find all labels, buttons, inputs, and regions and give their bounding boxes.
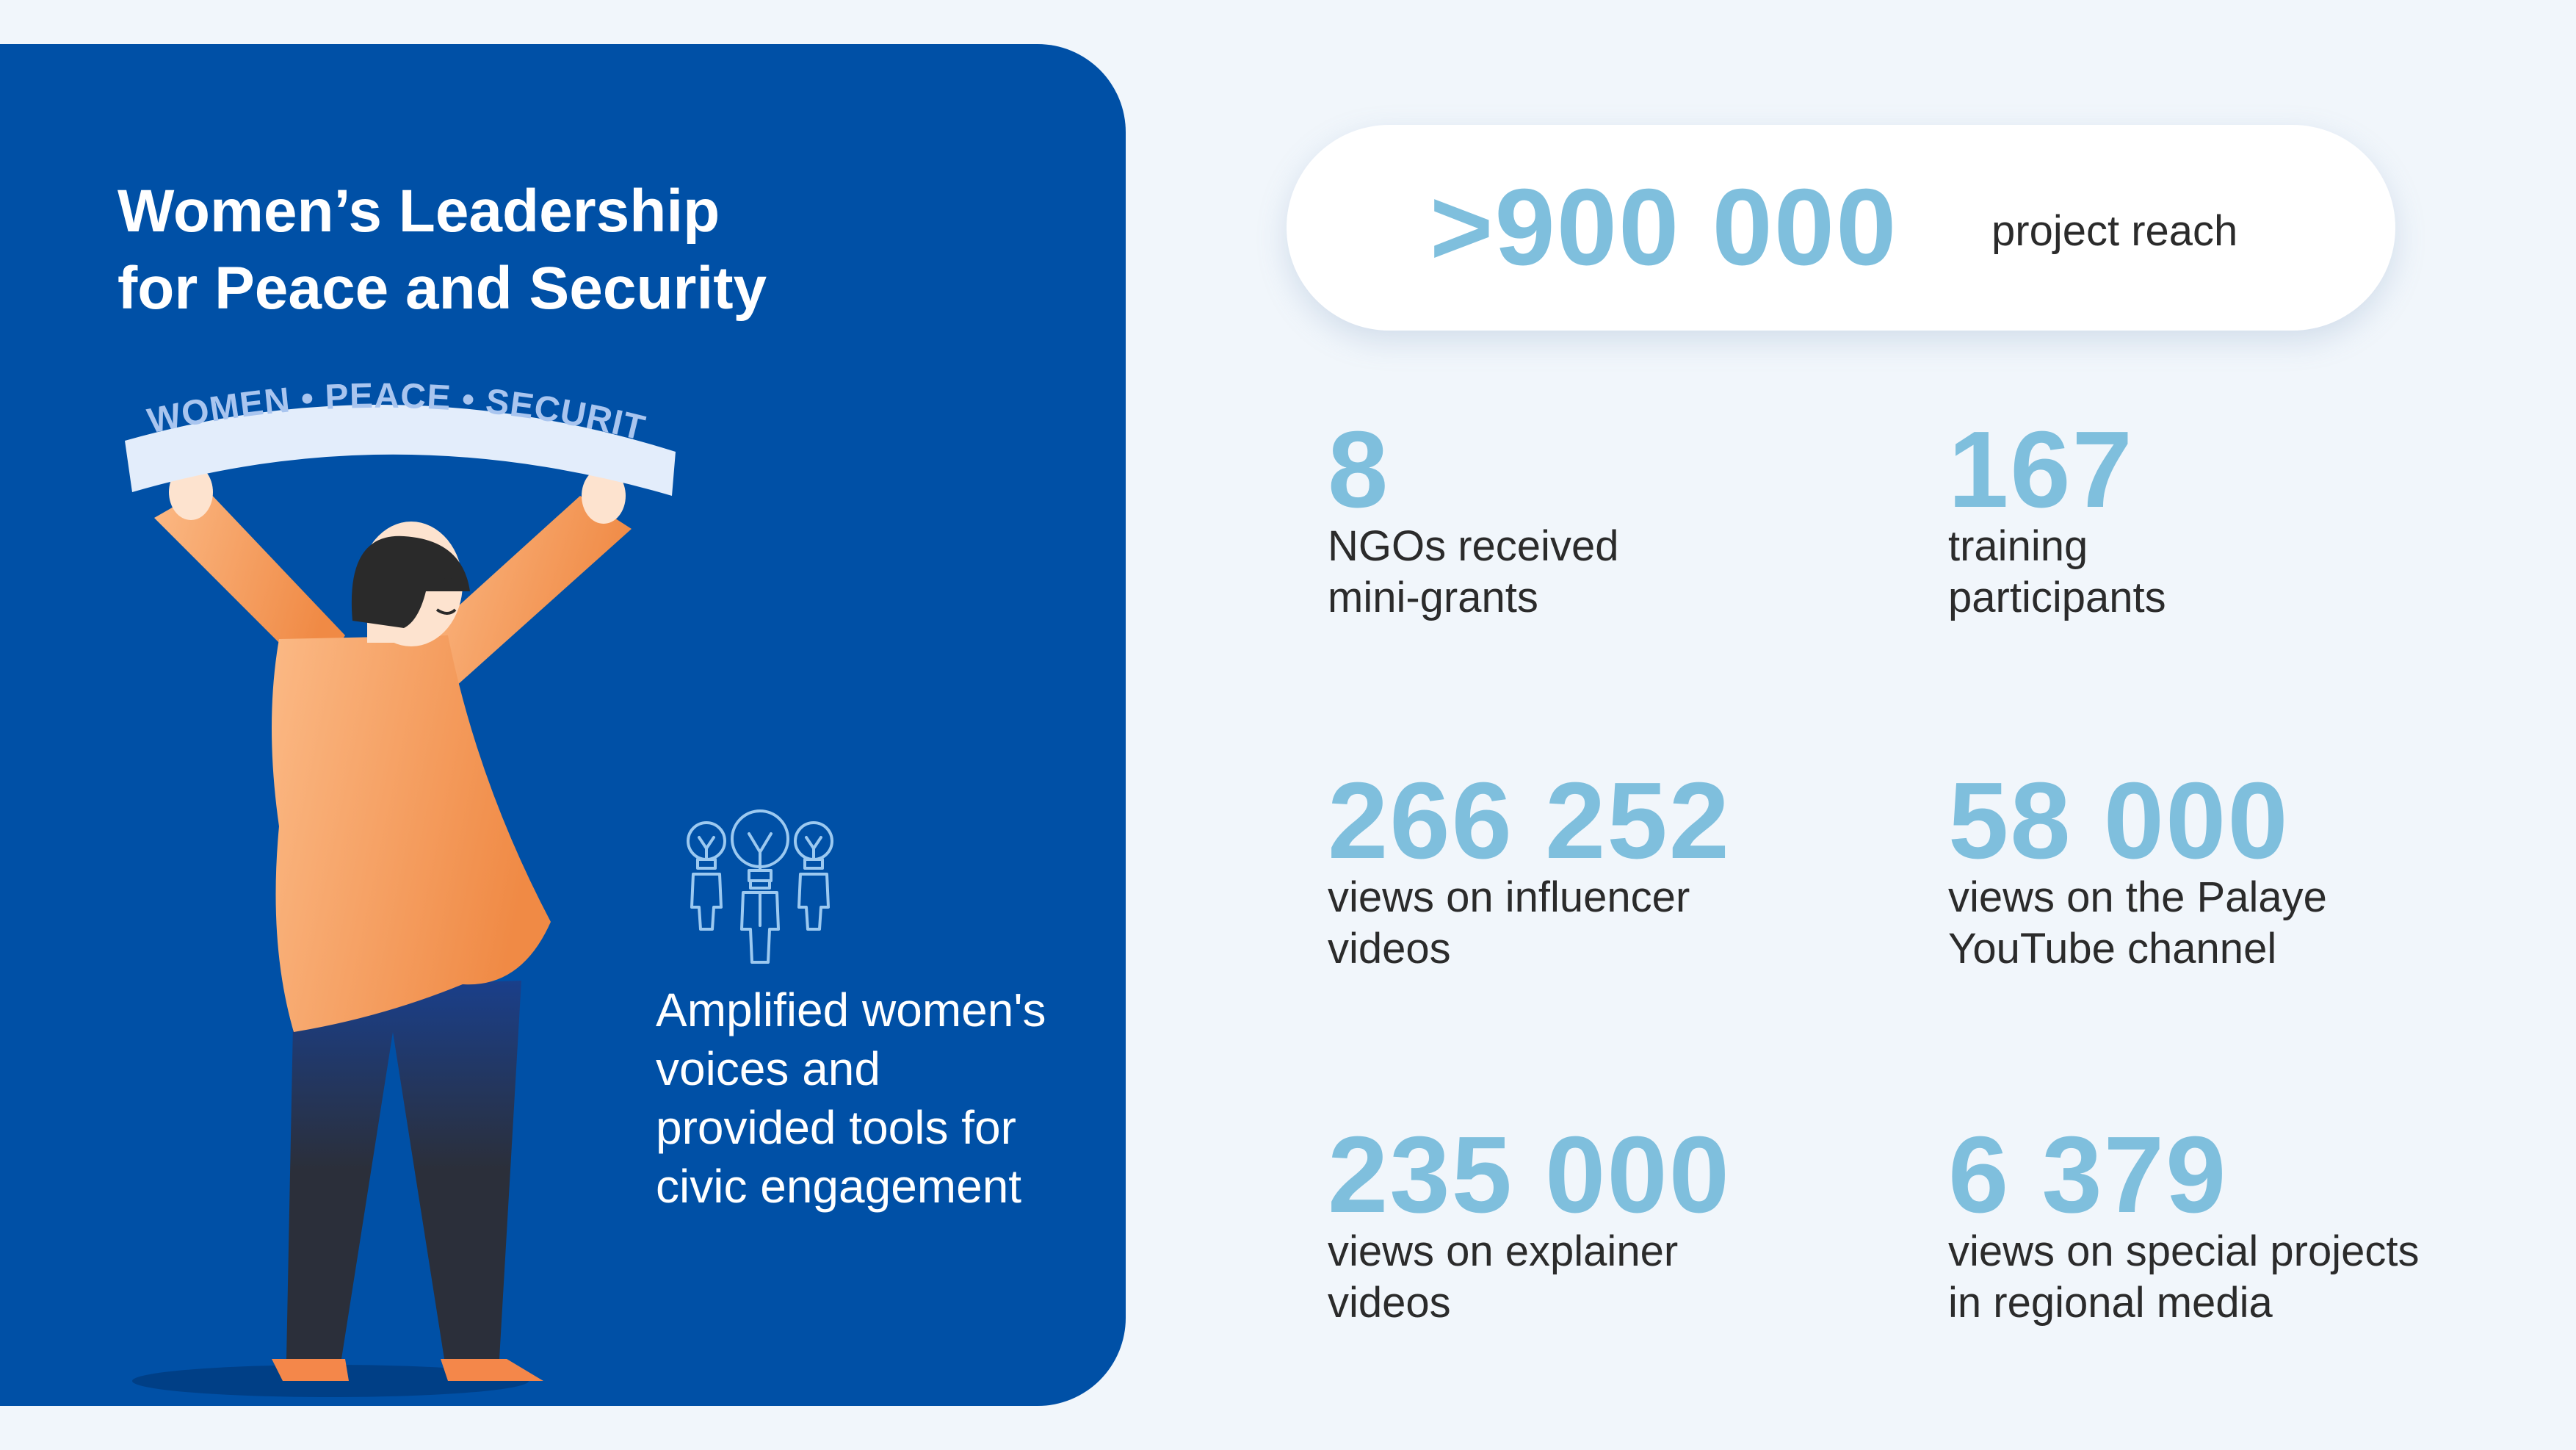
left-panel: Women’s Leadership for Peace and Securit… bbox=[0, 44, 1126, 1406]
stat-label: views on special projects in regional me… bbox=[1948, 1227, 2420, 1327]
stat-ngos: 8 NGOs received mini-grants bbox=[1328, 415, 1886, 624]
woman-holding-banner-illustration: WOMEN • PEACE • SECURITY bbox=[110, 371, 676, 1397]
stat-training: 167 training participants bbox=[1948, 415, 2506, 624]
people-ideas-icon bbox=[687, 809, 833, 964]
stat-label: views on explainer videos bbox=[1328, 1227, 1679, 1327]
stat-label: NGOs received mini-grants bbox=[1328, 522, 1619, 621]
stat-regional-media-views: 6 379 views on special projects in regio… bbox=[1948, 1120, 2506, 1329]
project-reach-card: >900 000 project reach bbox=[1287, 125, 2395, 331]
stat-value: 235 000 bbox=[1328, 1114, 1731, 1236]
stat-value: 8 bbox=[1328, 409, 1390, 530]
stat-value: 58 000 bbox=[1948, 760, 2290, 881]
stat-label: views on influencer videos bbox=[1328, 873, 1690, 973]
stat-value: 6 379 bbox=[1948, 1114, 2228, 1236]
project-reach-label: project reach bbox=[1991, 207, 2238, 255]
stat-youtube-views: 58 000 views on the Palaye YouTube chann… bbox=[1948, 766, 2506, 975]
stat-explainer-views: 235 000 views on explainer videos bbox=[1328, 1120, 1886, 1329]
stat-value: 266 252 bbox=[1328, 760, 1731, 881]
project-reach-value: >900 000 bbox=[1430, 167, 1898, 288]
stat-value: 167 bbox=[1948, 409, 2134, 530]
panel-title: Women’s Leadership for Peace and Securit… bbox=[117, 178, 767, 322]
stat-label: training participants bbox=[1948, 522, 2166, 621]
panel-caption: Amplified women's voices and provided to… bbox=[656, 984, 1046, 1213]
stat-influencer-views: 266 252 views on influencer videos bbox=[1328, 766, 1886, 975]
stat-label: views on the Palaye YouTube channel bbox=[1948, 873, 2327, 973]
